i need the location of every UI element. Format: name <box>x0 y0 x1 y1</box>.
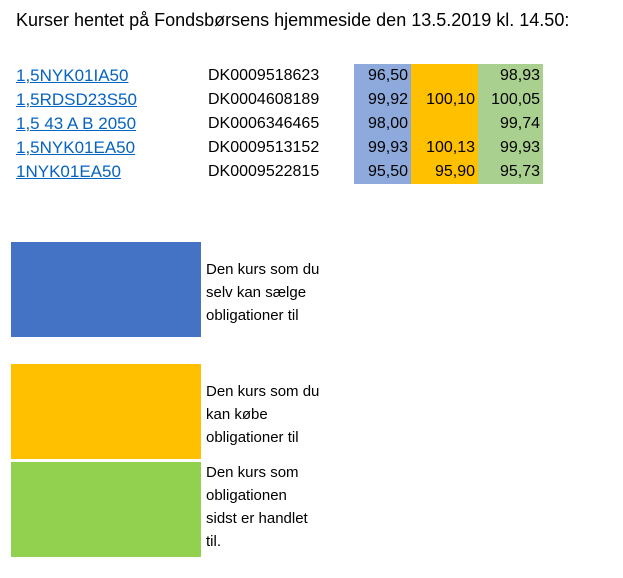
isin-cell: DK0009518623 <box>208 67 320 84</box>
last-price-cell: 99,93 <box>478 136 543 160</box>
last-color-swatch <box>11 462 201 557</box>
bond-link[interactable]: 1,5NYK01EA50 <box>16 138 136 157</box>
buy-price-cell: 100,13 <box>411 136 478 160</box>
table-row: 1,5NYK01EA50 DK0009513152 99,93 100,13 9… <box>16 136 543 160</box>
buy-price-cell: 95,90 <box>411 160 478 184</box>
sell-price-cell: 95,50 <box>354 160 411 184</box>
buy-price-cell <box>411 64 478 88</box>
sell-price-cell: 99,92 <box>354 88 411 112</box>
bond-link[interactable]: 1,5RDSD23S50 <box>16 90 137 109</box>
sell-color-swatch <box>11 242 201 337</box>
table-row: 1,5NYK01IA50 DK0009518623 96,50 98,93 <box>16 64 543 88</box>
legend-buy-text: Den kurs som du kan købe obligationer ti… <box>206 383 320 446</box>
buy-price-cell: 100,10 <box>411 88 478 112</box>
buy-color-swatch <box>11 364 201 459</box>
sell-price-cell: 99,93 <box>354 136 411 160</box>
legend-last-text: Den kurs som obligationen sidst er handl… <box>206 464 308 550</box>
buy-price-cell <box>411 112 478 136</box>
bond-link[interactable]: 1NYK01EA50 <box>16 162 121 181</box>
table-row: 1NYK01EA50 DK0009522815 95,50 95,90 95,7… <box>16 160 543 184</box>
isin-cell: DK0004608189 <box>208 91 320 108</box>
last-price-cell: 100,05 <box>478 88 543 112</box>
sell-price-cell: 98,00 <box>354 112 411 136</box>
table-row: 1,5RDSD23S50 DK0004608189 99,92 100,10 1… <box>16 88 543 112</box>
page-title: Kurser hentet på Fondsbørsens hjemmeside… <box>16 10 570 30</box>
isin-cell: DK0006346465 <box>208 115 320 132</box>
table-row: 1,5 43 A B 2050 DK0006346465 98,00 99,74 <box>16 112 543 136</box>
bond-link[interactable]: 1,5NYK01IA50 <box>16 66 129 85</box>
last-price-cell: 99,74 <box>478 112 543 136</box>
isin-cell: DK0009513152 <box>208 139 320 156</box>
isin-cell: DK0009522815 <box>208 163 320 180</box>
last-price-cell: 98,93 <box>478 64 543 88</box>
bond-price-table: 1,5NYK01IA50 DK0009518623 96,50 98,93 1,… <box>16 64 543 184</box>
last-price-cell: 95,73 <box>478 160 543 184</box>
sell-price-cell: 96,50 <box>354 64 411 88</box>
bond-link[interactable]: 1,5 43 A B 2050 <box>16 114 137 133</box>
legend-sell-text: Den kurs som du selv kan sælge obligatio… <box>206 261 320 324</box>
